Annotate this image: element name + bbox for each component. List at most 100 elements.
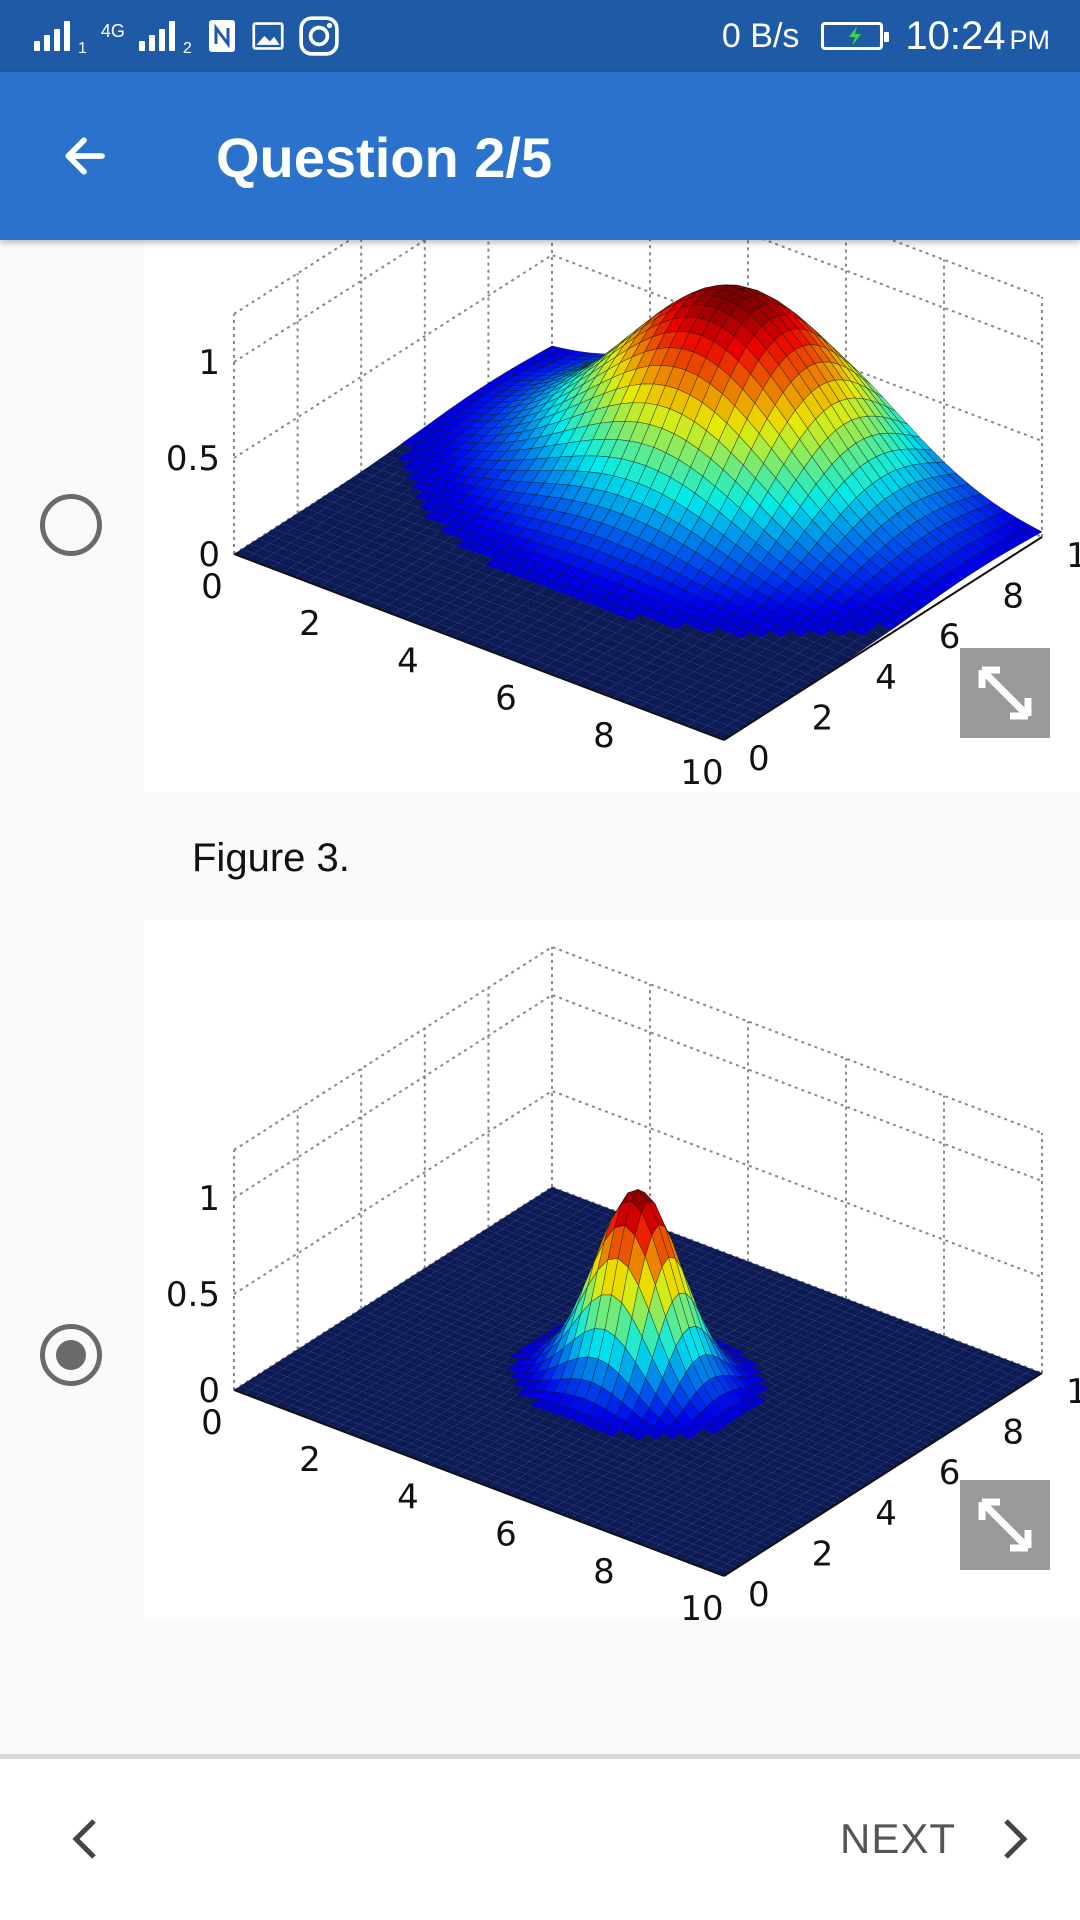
surface-cell (665, 1536, 683, 1545)
surface-cell (339, 556, 360, 567)
radio-button-option-1[interactable] (40, 494, 102, 556)
radio-selected-dot (56, 1340, 86, 1370)
surface-cell (446, 1250, 463, 1259)
surface-cell (441, 603, 462, 613)
surface-cell (388, 599, 410, 610)
expand-button-option-1[interactable] (960, 648, 1050, 738)
figure-option-1[interactable]: 0246810024681000.51 (144, 240, 1080, 792)
surface-cell (368, 575, 389, 586)
surface-cell (413, 608, 434, 619)
surface-cell (358, 506, 379, 516)
surface-cell (613, 1455, 630, 1464)
surface-cell (449, 1258, 467, 1267)
surface-cell (559, 1448, 576, 1457)
surface-cell (370, 1309, 387, 1318)
surface-cell (759, 1380, 777, 1389)
surface-cell (690, 681, 711, 692)
surface-cell (437, 1422, 454, 1431)
surface-cell (428, 573, 449, 584)
surface-cell (471, 1307, 488, 1316)
surface-cell (780, 1296, 798, 1305)
surface-cell (471, 1327, 489, 1336)
surface-cell (749, 1264, 767, 1273)
surface-cell (267, 1385, 285, 1394)
surface-cell (685, 1523, 703, 1532)
surface-cell (326, 1326, 344, 1335)
surface-cell (912, 1420, 929, 1429)
surface-cell (632, 1536, 649, 1545)
surface-cell (428, 547, 449, 558)
radio-button-option-2[interactable] (40, 1324, 102, 1386)
surface-cell (283, 567, 304, 578)
surface-cell (933, 1334, 951, 1343)
surface-cell (607, 1480, 624, 1489)
surface-cell (818, 647, 839, 658)
y-tick-label: 6 (939, 1453, 961, 1493)
surface-cell (597, 1496, 615, 1505)
surface-cell (775, 1476, 793, 1485)
surface-cell (667, 1483, 685, 1492)
surface-cell (769, 1385, 787, 1394)
next-button[interactable]: NEXT (840, 1799, 1030, 1879)
surface-cell (382, 489, 403, 500)
surface-cell (763, 1296, 781, 1305)
back-button[interactable] (46, 118, 122, 194)
surface-cell (644, 647, 666, 658)
surface-cell (512, 1208, 530, 1217)
surface-cell (815, 1336, 833, 1345)
x-tick-label: 4 (397, 641, 419, 681)
surface-cell (794, 1308, 812, 1317)
surface-cell (675, 716, 696, 726)
surface-cell (587, 633, 609, 644)
y-tick-label: 0 (748, 1575, 770, 1615)
surface-cell (732, 1514, 750, 1523)
surface-cell (859, 1360, 877, 1369)
surface-cell (693, 1560, 711, 1569)
surface-cell (481, 1425, 498, 1434)
expand-button-option-2[interactable] (960, 1480, 1050, 1570)
surface-cell (601, 1525, 619, 1534)
surface-cell (915, 1408, 932, 1417)
surface-cell (522, 1481, 540, 1490)
surface-cell (649, 682, 670, 693)
surface-cell (406, 1296, 424, 1305)
figure-option-2[interactable]: 0246810024681000.51 (144, 920, 1080, 1620)
surface-cell (376, 570, 397, 580)
surface-cell (548, 1289, 565, 1298)
surface-cell (745, 643, 767, 655)
surface-cell (538, 614, 560, 625)
surface-cell (774, 637, 795, 649)
surface-cell (652, 641, 673, 652)
surface-cell (366, 1415, 383, 1424)
surface-cell (363, 1428, 380, 1437)
surface-cell (862, 1442, 879, 1451)
surface-cell (501, 1453, 519, 1462)
surface-cell (234, 548, 255, 559)
surface-cell (366, 1436, 384, 1445)
surface-cell (907, 1392, 925, 1401)
surface-cell (876, 1339, 893, 1348)
surface-cell (411, 533, 432, 544)
surface-cell (427, 1324, 445, 1333)
surface-cell (913, 1346, 931, 1355)
surface-cell (527, 1261, 544, 1270)
answer-option-1[interactable]: 0246810024681000.51 (0, 240, 1080, 792)
surface-cell (653, 667, 674, 678)
answer-option-2[interactable]: 0246810024681000.51 (0, 920, 1080, 1620)
surface-cell (288, 1392, 305, 1401)
surface-cell (465, 1237, 483, 1246)
surface-cell (490, 621, 511, 632)
surface-cell (430, 1312, 448, 1321)
surface-cell (951, 1395, 969, 1404)
surface-cell (755, 1468, 772, 1477)
bottom-divider (0, 1754, 1080, 1759)
surface-cell (553, 1493, 571, 1502)
surface-cell (379, 1292, 397, 1301)
surface-cell (485, 1225, 503, 1234)
surface-cell (361, 1366, 379, 1375)
surface-cell (368, 600, 389, 610)
previous-button[interactable] (50, 1799, 120, 1879)
surface-cell (606, 1459, 624, 1468)
surface-cell (657, 1479, 675, 1488)
surface-cell (526, 1490, 544, 1499)
